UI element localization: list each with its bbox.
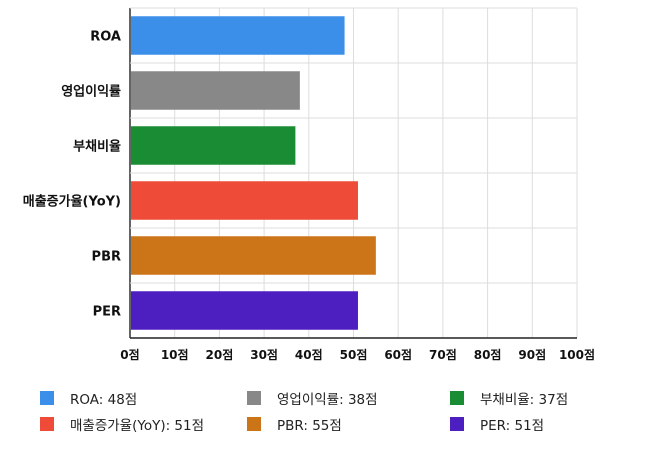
bars [131, 16, 376, 330]
legend-label: 매출증가율(YoY): 51점 [70, 418, 205, 434]
bar [131, 16, 345, 55]
bar [131, 291, 358, 330]
legend-swatch [450, 417, 464, 431]
legend-swatch [450, 391, 464, 405]
legend-label: PBR: 55점 [277, 418, 342, 434]
legend-item: ROA: 48점 [40, 388, 137, 408]
x-tick-label: 0점 [120, 347, 139, 362]
legend-swatch [247, 417, 261, 431]
legend-label: 부채비율: 37점 [480, 392, 569, 408]
legend-swatch [40, 391, 54, 405]
x-tick-label: 100점 [559, 347, 595, 362]
category-label: PER [93, 305, 121, 320]
legend-label: PER: 51점 [480, 418, 545, 434]
legend-item: PBR: 55점 [247, 414, 342, 434]
x-tick-label: 30점 [250, 347, 278, 362]
category-label: 매출증가율(YoY) [23, 194, 121, 210]
category-label: 부채비율 [73, 139, 121, 155]
x-tick-label: 60점 [384, 347, 412, 362]
x-tick-label: 10점 [161, 347, 189, 362]
category-label: 영업이익률 [61, 84, 121, 100]
legend-label: ROA: 48점 [70, 392, 138, 408]
bar [131, 236, 376, 275]
legend-swatch [247, 391, 261, 405]
bar [131, 181, 358, 220]
x-axis-ticks: 0점 10점 20점 30점 40점 50점 60점 70점 80점 90점 100점 [120, 347, 595, 362]
x-tick-label: 90점 [518, 347, 546, 362]
legend-swatch [40, 417, 54, 431]
legend-item: 매출증가율(YoY): 51점 [40, 414, 204, 434]
legend-item: 영업이익률: 38점 [247, 388, 378, 408]
x-tick-label: 40점 [295, 347, 323, 362]
x-tick-label: 70점 [429, 347, 457, 362]
legend-label: 영업이익률: 38점 [277, 392, 378, 408]
bar [131, 126, 296, 165]
x-tick-label: 80점 [474, 347, 502, 362]
grid-lines [129, 7, 578, 339]
legend-item: 부채비율: 37점 [450, 388, 568, 408]
x-tick-label: 20점 [206, 347, 234, 362]
x-tick-label: 50점 [340, 347, 368, 362]
bar [131, 71, 300, 110]
category-label: ROA [90, 30, 121, 45]
category-label: PBR [92, 250, 121, 265]
legend-item: PER: 51점 [450, 414, 544, 434]
